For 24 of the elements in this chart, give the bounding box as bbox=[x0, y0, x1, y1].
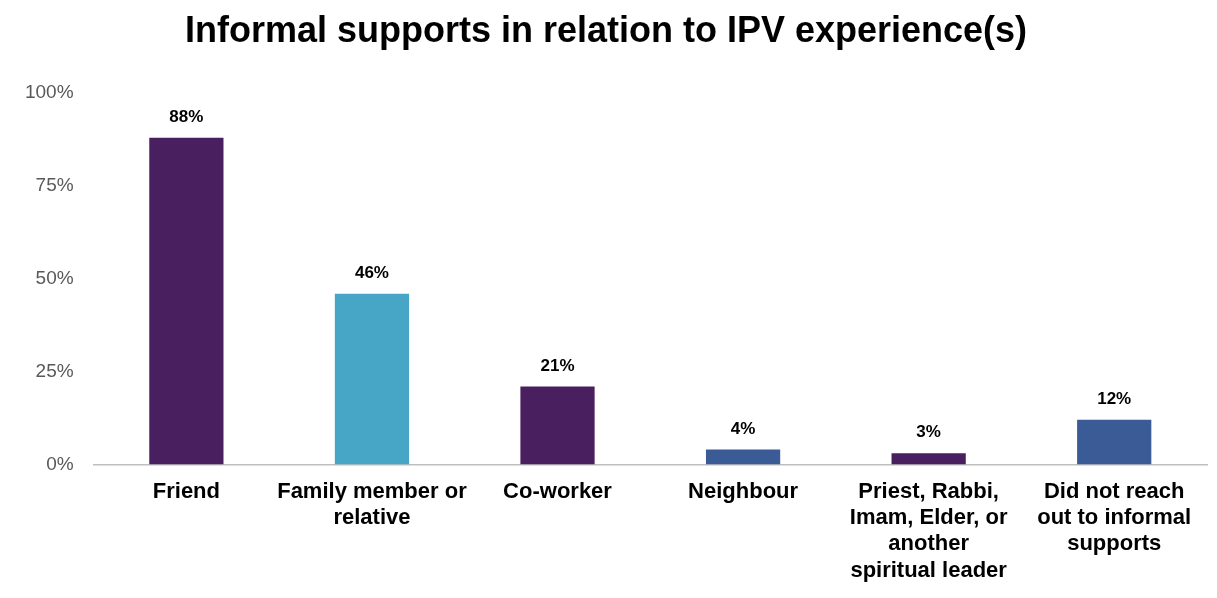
bar bbox=[705, 449, 781, 465]
data-label: 88% bbox=[169, 106, 204, 126]
data-label: 4% bbox=[730, 418, 756, 438]
data-label: 12% bbox=[1097, 389, 1132, 409]
x-tick-label: Family member or relative bbox=[277, 477, 468, 530]
bar bbox=[334, 293, 410, 465]
bar bbox=[891, 453, 966, 465]
bar bbox=[1077, 419, 1152, 465]
chart-title: Informal supports in relation to IPV experience(s) bbox=[184, 8, 1028, 50]
x-tick-label: Priest, Rabbi, Imam, Elder, or another spiritual leader bbox=[849, 477, 1008, 582]
bar bbox=[149, 137, 224, 465]
y-tick-label: 75% bbox=[35, 174, 74, 196]
data-label: 21% bbox=[540, 355, 575, 375]
data-label: 3% bbox=[916, 422, 941, 442]
x-tick-label: Neighbour bbox=[688, 477, 799, 503]
x-tick-label: Co-worker bbox=[503, 477, 613, 503]
bar bbox=[520, 386, 595, 465]
x-tick-label: Did not reach out to informal supports bbox=[1037, 477, 1192, 556]
y-tick-label: 0% bbox=[46, 452, 74, 474]
data-label: 46% bbox=[354, 262, 389, 282]
y-tick-label: 25% bbox=[35, 359, 74, 381]
y-tick-label: 100% bbox=[24, 81, 74, 103]
y-tick-label: 50% bbox=[35, 267, 74, 289]
x-tick-label: Friend bbox=[152, 477, 220, 503]
